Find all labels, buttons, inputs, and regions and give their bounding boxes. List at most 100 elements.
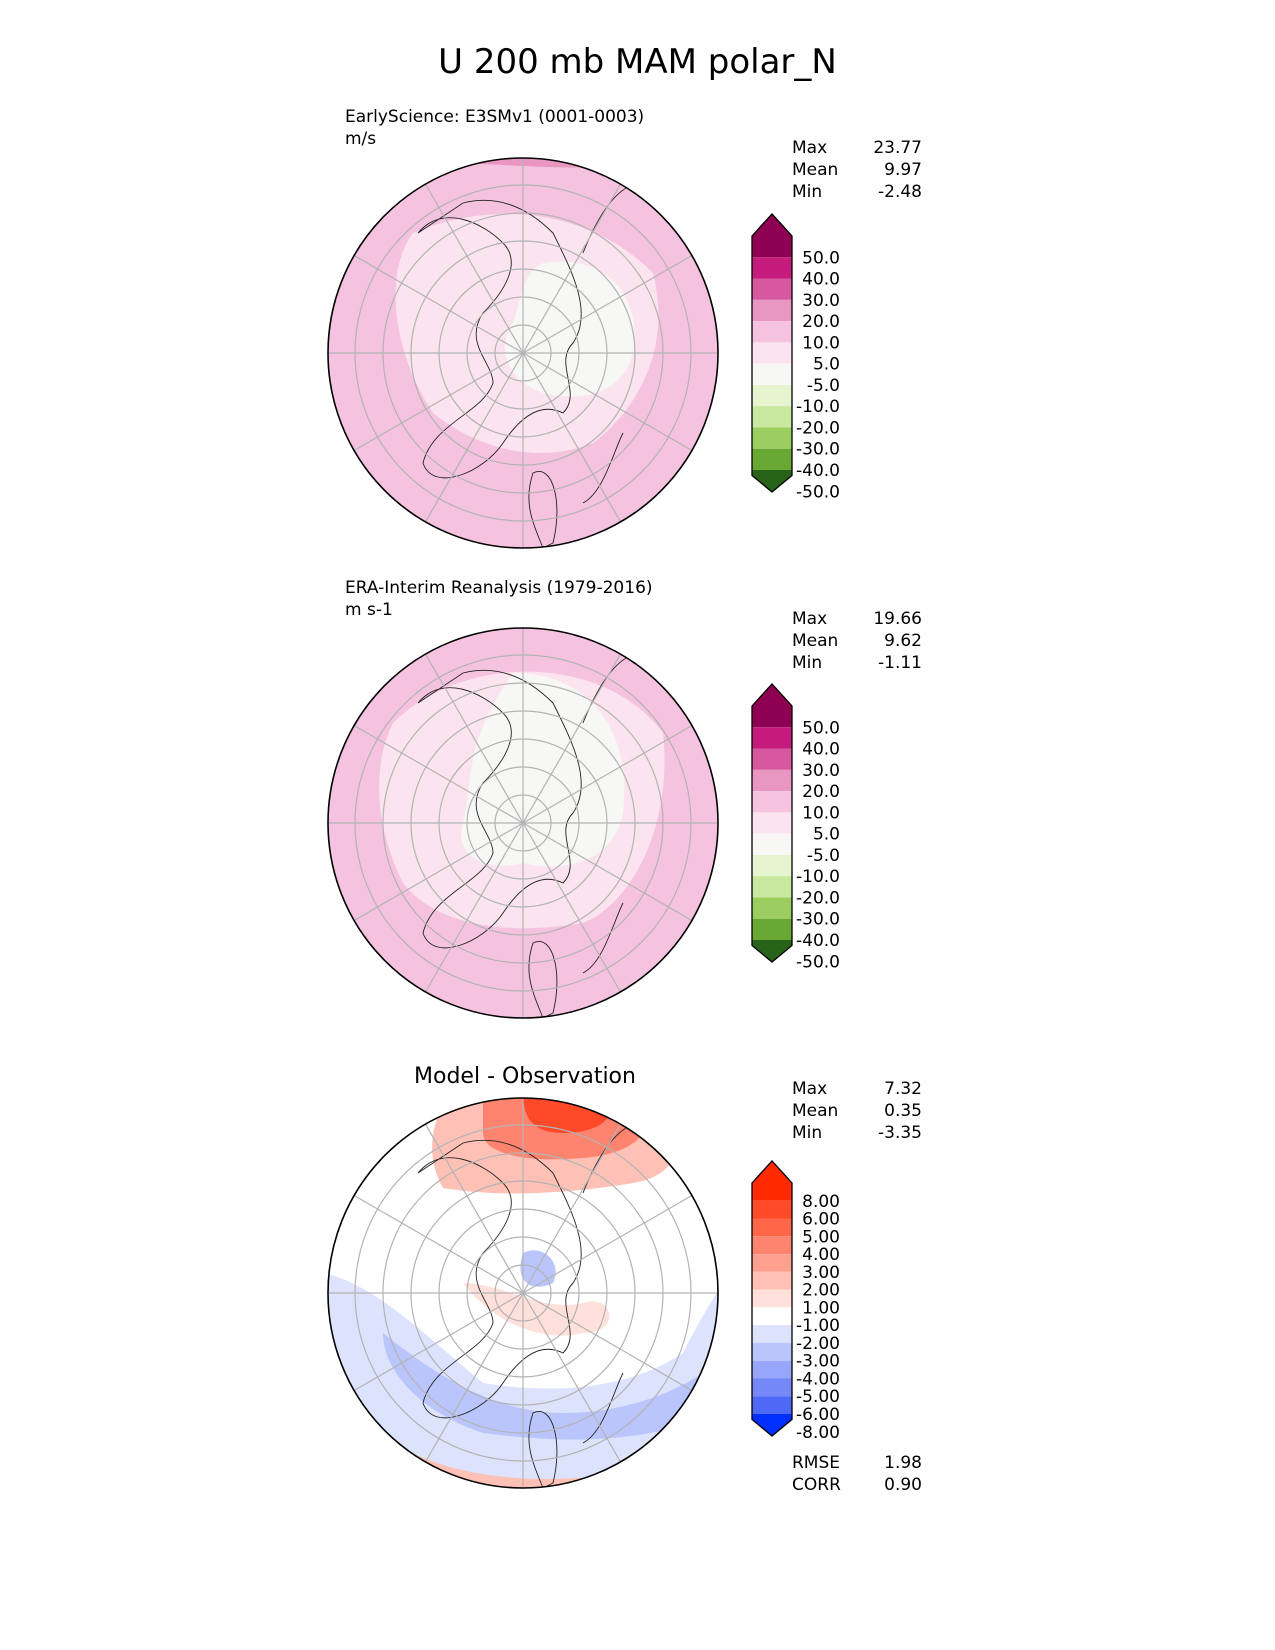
colorbar-band [752, 684, 792, 728]
colorbar-tick-label: 30.0 [802, 291, 840, 311]
colorbar-tick-label: -4.00 [796, 1369, 840, 1389]
colorbar-band [752, 363, 792, 385]
colorbar-band [752, 1378, 792, 1397]
colorbar-band [752, 918, 792, 940]
colorbar-band [752, 1218, 792, 1237]
panel3-metrics: RMSE 1.98 CORR 0.90 [792, 1453, 922, 1495]
colorbar-tick-label: 50.0 [802, 248, 840, 268]
panel2-title: ERA-Interim Reanalysis (1979-2016) [345, 578, 653, 598]
contour-region [504, 261, 635, 397]
colorbar-band [752, 1289, 792, 1308]
map-boundary [327, 627, 719, 1019]
coastline [417, 652, 644, 1018]
colorbar-band [752, 384, 792, 407]
colorbar-tick-label: -50.0 [796, 482, 840, 502]
colorbar-tick-label: -30.0 [796, 440, 840, 460]
colorbar-tick-label: -5.0 [807, 376, 840, 396]
panel1-title: EarlyScience: E3SMv1 (0001-0003) [345, 107, 645, 127]
colorbar-band [752, 1360, 792, 1379]
colorbar-band [752, 897, 792, 919]
map-boundary [327, 157, 719, 549]
colorbar-tick-label: -30.0 [796, 910, 840, 930]
colorbar-band [752, 1236, 792, 1255]
colorbar-panel1: 50.040.030.020.010.05.0-5.0-10.0-20.0-30… [751, 213, 840, 502]
colorbar-band [752, 1325, 792, 1343]
colorbar-band [752, 812, 792, 834]
contour-region [383, 1333, 703, 1440]
colorbar-tick-label: 50.0 [802, 718, 840, 738]
colorbar-band [752, 727, 792, 749]
panel3-title: Model - Observation [414, 1064, 636, 1089]
map-panel-2 [327, 627, 719, 1019]
colorbar-outline [751, 213, 793, 493]
colorbar-band [752, 1200, 792, 1219]
map-panel-1 [327, 157, 719, 549]
colorbar-band [752, 299, 792, 322]
colorbar-band [752, 940, 792, 962]
contour-fill [328, 1098, 718, 1488]
coastline [417, 1122, 644, 1488]
colorbar-tick-label: 1.00 [802, 1298, 840, 1318]
figure-title: U 200 mb MAM polar_N [438, 42, 837, 82]
colorbar-tick-label: -8.00 [796, 1423, 840, 1443]
colorbar-tick-label: 20.0 [802, 312, 840, 332]
panel2-stats: Max 19.66 Mean 9.62 Min -1.11 [792, 609, 922, 673]
colorbar-band [752, 342, 792, 364]
colorbar-tick-label: 2.00 [802, 1281, 840, 1301]
map-boundary [327, 1097, 719, 1489]
meridian-line [424, 653, 622, 993]
colorbar-band [752, 257, 792, 279]
colorbar-band [752, 448, 792, 470]
colorbar-tick-label: -5.0 [807, 846, 840, 866]
colorbar-outline [751, 683, 793, 963]
colorbar-tick-label: 5.00 [802, 1227, 840, 1247]
colorbar-band [752, 427, 792, 449]
meridian-line [424, 1123, 622, 1463]
colorbar-band [752, 876, 792, 898]
colorbar-band [752, 1254, 792, 1272]
colorbar-tick-label: -1.00 [796, 1316, 840, 1336]
colorbar-tick-label: 40.0 [802, 270, 840, 290]
panel2-units: m s-1 [345, 600, 393, 620]
colorbar-tick-label: -10.0 [796, 397, 840, 417]
colorbar-panel3: 8.006.005.004.003.002.001.00-1.00-2.00-3… [751, 1160, 840, 1443]
panel1-units: m/s [345, 129, 377, 149]
colorbar-band [752, 1271, 792, 1290]
colorbar-tick-label: -40.0 [796, 931, 840, 951]
colorbar-tick-label: 10.0 [802, 333, 840, 353]
colorbar-tick-label: -20.0 [796, 888, 840, 908]
colorbar-tick-label: -50.0 [796, 952, 840, 972]
colorbar-tick-label: 6.00 [802, 1210, 840, 1230]
contour-region [328, 1273, 718, 1488]
colorbar-tick-label: 5.0 [813, 825, 840, 845]
colorbar-band [752, 1307, 792, 1326]
colorbar-band [752, 1161, 792, 1201]
meridian-line [424, 183, 622, 523]
colorbar-tick-label: -6.00 [796, 1405, 840, 1425]
colorbar-tick-label: 8.00 [802, 1192, 840, 1212]
colorbar-tick-label: 5.0 [813, 355, 840, 375]
colorbar-band [752, 406, 792, 428]
colorbar-tick-label: -40.0 [796, 461, 840, 481]
colorbar-tick-label: -10.0 [796, 867, 840, 887]
panel2-header: ERA-Interim Reanalysis (1979-2016) m s-1 [345, 577, 653, 621]
colorbar-band [752, 1414, 792, 1436]
colorbar-band [752, 321, 792, 343]
colorbar-band [752, 1342, 792, 1361]
map-panel-3 [327, 1097, 719, 1489]
graticule [328, 628, 718, 1018]
colorbar-band [752, 214, 792, 258]
panel1-stats: Max 23.77 Mean 9.97 Min -2.48 [792, 138, 922, 202]
colorbar-tick-label: 4.00 [802, 1245, 840, 1265]
contour-fill [328, 628, 718, 1018]
coastline [417, 182, 644, 548]
colorbar-band [752, 833, 792, 855]
colorbar-tick-label: 30.0 [802, 761, 840, 781]
colorbar-tick-label: 40.0 [802, 740, 840, 760]
colorbar-outline [751, 1160, 793, 1437]
colorbar-panel2: 50.040.030.020.010.05.0-5.0-10.0-20.0-30… [751, 683, 840, 972]
colorbar-tick-label: 3.00 [802, 1263, 840, 1283]
colorbar-band [752, 278, 792, 300]
colorbar-band [752, 791, 792, 813]
